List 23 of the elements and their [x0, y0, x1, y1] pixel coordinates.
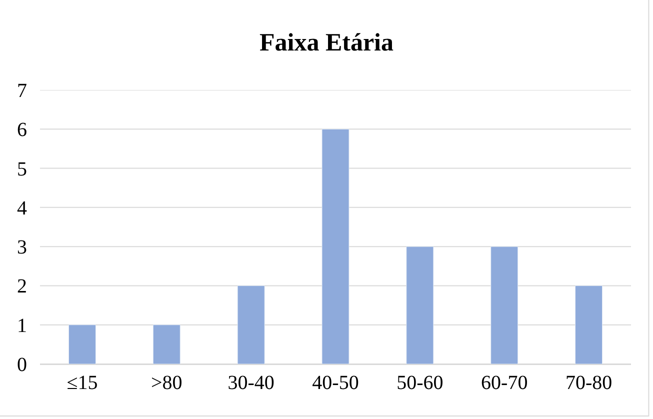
- chart-title: Faixa Etária: [259, 30, 394, 57]
- y-tick-label: 4: [17, 197, 27, 220]
- bar: [68, 324, 96, 364]
- y-tick-label: 7: [17, 80, 27, 102]
- y-tick-label: 1: [17, 314, 27, 337]
- x-tick-label: 40-50: [312, 372, 359, 394]
- x-tick-label: 30-40: [228, 372, 274, 394]
- x-tick-label: 50-60: [396, 372, 444, 394]
- bar: [152, 324, 180, 364]
- bar: [406, 246, 434, 364]
- bar: [575, 285, 603, 364]
- y-tick-label: 6: [17, 119, 27, 142]
- bar: [490, 246, 518, 364]
- y-tick-label: 0: [17, 354, 27, 376]
- x-tick-label: >80: [151, 372, 182, 394]
- x-tick-label: ≤15: [66, 372, 98, 394]
- y-tick-label: 3: [17, 236, 27, 259]
- x-tick-label: 60-70: [481, 372, 528, 394]
- bar: [237, 285, 265, 364]
- bar: [322, 128, 350, 364]
- x-tick-label: 70-80: [565, 372, 612, 394]
- y-tick-label: 5: [17, 158, 27, 180]
- y-tick-label: 2: [17, 276, 27, 298]
